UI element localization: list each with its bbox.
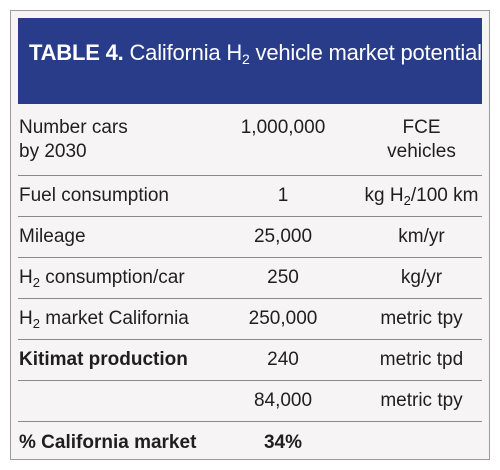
table-row-kitimat-production: Kitimat production 240 metric tpd <box>18 340 482 381</box>
table-row-h2-market-california: H2 market California 250,000 metric tpy <box>18 299 482 340</box>
row-label: H2 consumption/car <box>19 267 185 290</box>
row-unit: kg/yr <box>400 267 443 288</box>
row-unit: FCE vehicles <box>387 117 456 162</box>
row-unit: km/yr <box>398 226 445 247</box>
row-value: 25,000 <box>253 226 313 247</box>
row-label: % California market <box>19 432 197 453</box>
row-unit: metric tpy <box>380 390 463 411</box>
row-unit: kg H2/100 km <box>364 185 479 208</box>
row-unit: metric tpy <box>380 308 463 329</box>
row-value: 1 <box>277 185 289 206</box>
row-label: Mileage <box>19 226 86 247</box>
table-row-fuel-consumption: Fuel consumption 1 kg H2/100 km <box>18 176 482 217</box>
row-value: 240 <box>267 349 299 370</box>
table-title-subscript: 2 <box>242 51 250 67</box>
table-row-kitimat-annual: 84,000 metric tpy <box>18 381 482 422</box>
table-card: TABLE 4. California H2 vehicle market po… <box>10 10 490 460</box>
table-title-pre: California H <box>129 40 243 65</box>
table-row-h2-consumption-car: H2 consumption/car 250 kg/yr <box>18 258 482 299</box>
table-body: Number cars by 2030 1,000,000 FCE vehicl… <box>18 104 482 464</box>
table-number: TABLE 4. <box>29 40 124 65</box>
row-label: Fuel consumption <box>19 185 169 206</box>
table-row-california-market-share: % California market 34% <box>18 422 482 464</box>
table-row-mileage: Mileage 25,000 km/yr <box>18 217 482 258</box>
row-label: H2 market California <box>19 308 189 331</box>
row-value: 1,000,000 <box>240 117 326 138</box>
row-value: 84,000 <box>253 390 313 411</box>
table-header: TABLE 4. California H2 vehicle market po… <box>18 18 482 104</box>
row-label: Number cars by 2030 <box>19 117 128 162</box>
row-unit: metric tpd <box>379 349 464 370</box>
row-label: Kitimat production <box>19 349 188 370</box>
table-title-post: vehicle market potential <box>249 40 483 65</box>
row-value: 250 <box>267 267 299 288</box>
row-value: 34% <box>263 432 303 453</box>
row-value: 250,000 <box>248 308 318 329</box>
table-row-number-cars: Number cars by 2030 1,000,000 FCE vehicl… <box>18 104 482 176</box>
